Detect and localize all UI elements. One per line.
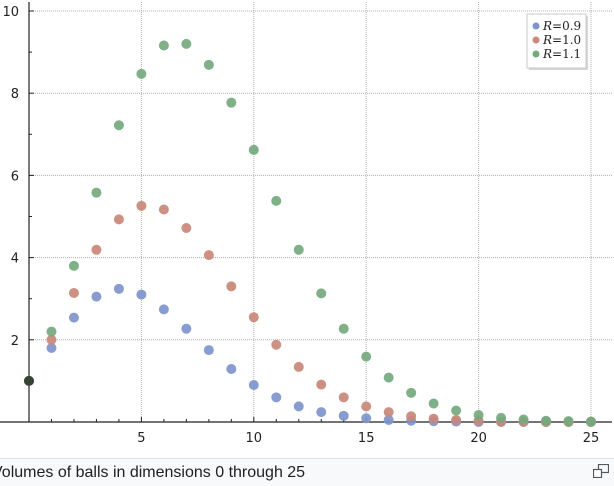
data-point	[338, 410, 349, 421]
data-point	[181, 323, 192, 334]
data-point	[248, 144, 259, 155]
data-point	[158, 40, 169, 51]
y-tick-label: 4	[11, 252, 19, 267]
data-point	[68, 287, 79, 298]
x-tick-label: 20	[470, 431, 487, 446]
data-point	[271, 392, 282, 403]
y-tick-label: 10	[2, 5, 19, 20]
data-point	[428, 413, 439, 424]
data-point	[68, 312, 79, 323]
data-point	[136, 289, 147, 300]
data-point	[406, 387, 417, 398]
data-point	[496, 412, 507, 423]
x-tick-label: 15	[358, 431, 375, 446]
data-point	[248, 380, 259, 391]
legend: R=0.9R=1.0R=1.1	[526, 13, 588, 70]
data-point	[158, 304, 169, 315]
figure-caption: Volumes of balls in dimensions 0 through…	[0, 464, 306, 481]
x-tick-label: 5	[137, 431, 145, 446]
y-tick-label: 8	[11, 87, 19, 102]
x-tick-label: 10	[246, 431, 263, 446]
data-point	[113, 283, 124, 294]
data-point	[46, 334, 57, 345]
data-point	[68, 260, 79, 271]
data-point	[451, 405, 462, 416]
data-point	[271, 339, 282, 350]
data-point	[586, 416, 596, 427]
volume-scatter-chart: 5 10 15 20 25 2 4 6 8 10 R=0.9R=1.0R=1.1	[0, 2, 612, 446]
data-point	[46, 326, 57, 337]
data-point	[541, 415, 552, 426]
data-point	[383, 372, 394, 383]
data-point	[428, 398, 439, 409]
legend-marker	[532, 22, 540, 30]
data-point	[226, 363, 237, 374]
data-point	[203, 250, 214, 261]
data-point	[113, 120, 124, 131]
data-point	[226, 97, 237, 108]
legend-entry: R=1.0	[542, 33, 581, 47]
data-point	[383, 407, 394, 418]
data-point	[293, 401, 304, 412]
data-point	[293, 361, 304, 372]
data-point	[271, 195, 282, 206]
legend-marker	[532, 36, 540, 44]
data-point	[113, 214, 124, 225]
data-point	[203, 59, 214, 70]
data-point	[518, 414, 529, 425]
data-point	[451, 414, 462, 425]
data-points	[24, 38, 596, 427]
data-point	[361, 351, 372, 362]
data-point	[316, 288, 327, 299]
data-point-overlap	[24, 375, 34, 386]
data-point	[181, 38, 192, 49]
tick-labels: 5 10 15 20 25 2 4 6 8 10	[2, 5, 599, 446]
grid-lines	[29, 2, 612, 422]
legend-marker	[532, 50, 540, 58]
data-point	[91, 244, 102, 255]
axes	[0, 2, 612, 423]
data-point	[406, 411, 417, 422]
data-point	[226, 281, 237, 292]
data-point	[136, 200, 147, 211]
data-point	[473, 410, 484, 421]
data-point	[316, 407, 327, 418]
data-point	[361, 413, 372, 424]
x-tick-label: 25	[583, 431, 600, 446]
data-point	[338, 392, 349, 403]
data-point	[91, 291, 102, 302]
caption-bar: Volumes of balls in dimensions 0 through…	[0, 458, 614, 486]
legend-entry: R=1.1	[542, 47, 581, 61]
y-tick-label: 6	[11, 169, 19, 184]
legend-box	[526, 13, 587, 69]
data-point	[136, 68, 147, 79]
data-point	[46, 343, 57, 354]
data-point	[158, 204, 169, 215]
data-point	[563, 416, 574, 427]
enlarge-icon[interactable]	[593, 464, 609, 478]
data-point	[383, 414, 394, 425]
y-tick-label: 2	[11, 334, 19, 349]
data-point	[248, 312, 259, 323]
data-point	[181, 223, 192, 234]
legend-entry: R=0.9	[542, 19, 581, 33]
data-point	[316, 379, 327, 390]
data-point	[361, 401, 372, 412]
data-point	[293, 244, 304, 255]
data-point	[91, 187, 102, 198]
data-point	[203, 345, 214, 356]
data-point	[338, 323, 349, 334]
